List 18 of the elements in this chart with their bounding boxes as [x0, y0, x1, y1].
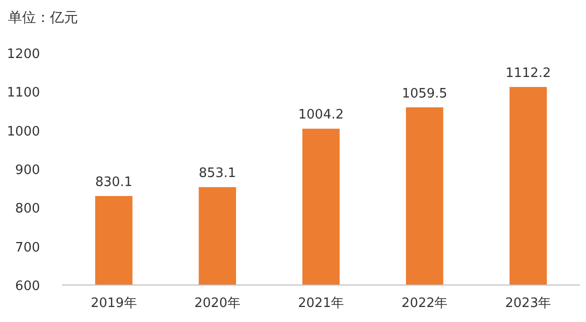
- y-tick-label: 900: [15, 163, 40, 178]
- x-tick-label: 2019年: [90, 296, 137, 311]
- x-tick-label: 2023年: [505, 296, 552, 311]
- data-label: 1112.2: [505, 66, 551, 81]
- y-tick-label: 1000: [6, 124, 40, 140]
- y-axis-title: 单位：亿元: [8, 10, 78, 26]
- y-tick-label: 700: [15, 240, 40, 256]
- y-tick-label: 600: [15, 279, 40, 294]
- data-label: 830.1: [95, 175, 132, 190]
- data-label: 1004.2: [298, 108, 344, 123]
- data-label: 1059.5: [402, 86, 448, 102]
- y-tick-label: 800: [15, 202, 40, 217]
- x-tick-label: 2021年: [298, 296, 344, 311]
- x-tick-label: 2020年: [194, 296, 240, 311]
- data-label: 853.1: [198, 166, 236, 182]
- x-tick-label: 2022年: [402, 296, 448, 311]
- y-tick-label: 1200: [6, 47, 40, 62]
- y-tick-label: 1100: [6, 86, 40, 101]
